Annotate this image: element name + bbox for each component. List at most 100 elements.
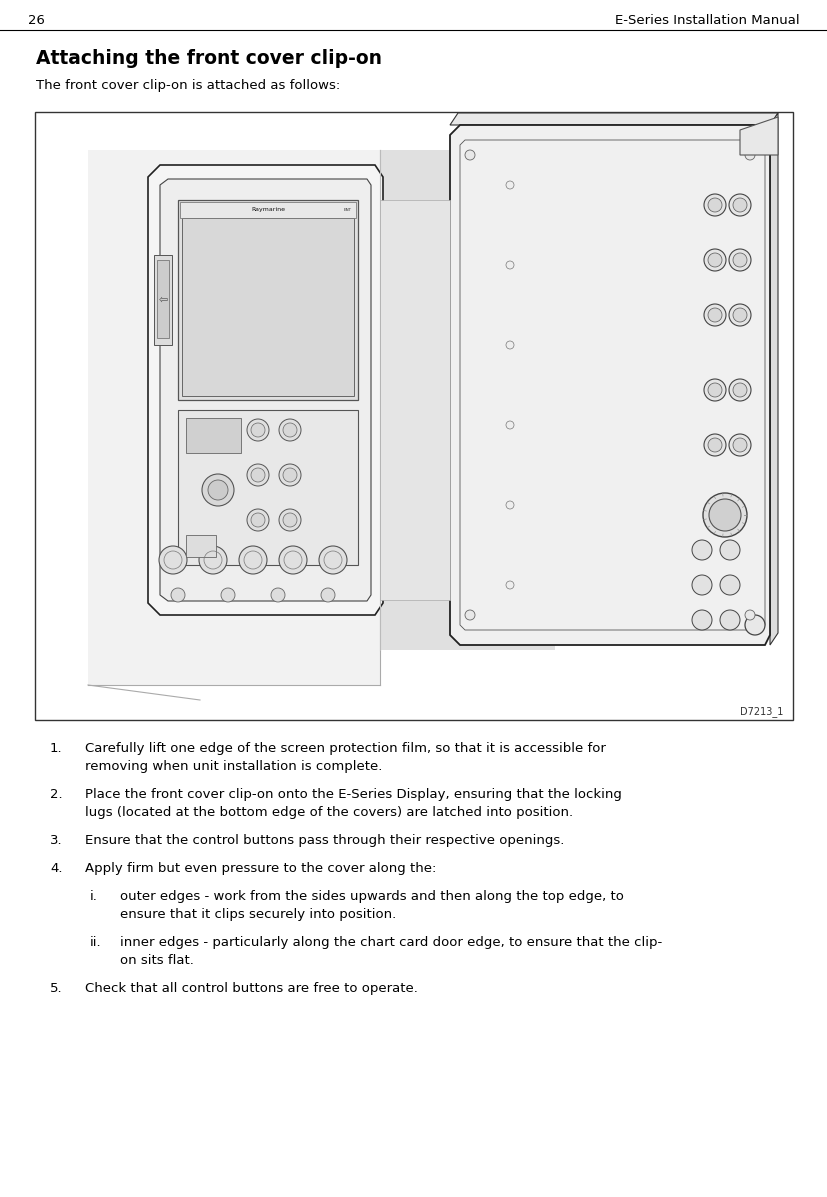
Text: Ensure that the control buttons pass through their respective openings.: Ensure that the control buttons pass thr…	[85, 834, 564, 847]
Circle shape	[198, 546, 227, 575]
Bar	[186, 418, 241, 452]
Text: removing when unit installation is complete.: removing when unit installation is compl…	[85, 760, 382, 773]
Polygon shape	[380, 200, 449, 600]
Circle shape	[703, 249, 725, 271]
Text: E-Series Installation Manual: E-Series Installation Manual	[614, 13, 799, 26]
Circle shape	[744, 615, 764, 634]
Circle shape	[719, 540, 739, 560]
Polygon shape	[380, 150, 554, 650]
Circle shape	[202, 474, 234, 506]
Bar	[186, 535, 216, 557]
Circle shape	[708, 499, 740, 531]
Circle shape	[171, 588, 184, 602]
Circle shape	[707, 253, 721, 267]
Text: D7213_1: D7213_1	[739, 706, 782, 717]
Circle shape	[719, 575, 739, 595]
Text: outer edges - work from the sides upwards and then along the top edge, to: outer edges - work from the sides upward…	[120, 891, 623, 903]
Circle shape	[744, 150, 754, 160]
Polygon shape	[739, 117, 777, 154]
Circle shape	[251, 423, 265, 437]
Circle shape	[283, 468, 297, 482]
Circle shape	[283, 514, 297, 527]
Polygon shape	[769, 113, 777, 645]
Circle shape	[728, 194, 750, 215]
Polygon shape	[88, 150, 380, 685]
Text: ensure that it clips securely into position.: ensure that it clips securely into posit…	[120, 909, 396, 920]
Circle shape	[707, 198, 721, 212]
Circle shape	[732, 383, 746, 397]
Text: 2.: 2.	[50, 788, 63, 801]
Circle shape	[728, 249, 750, 271]
Text: on sits flat.: on sits flat.	[120, 954, 194, 967]
Bar	[178, 411, 357, 565]
Circle shape	[270, 588, 284, 602]
Circle shape	[744, 133, 764, 153]
Circle shape	[691, 575, 711, 595]
Circle shape	[505, 181, 514, 189]
Circle shape	[728, 435, 750, 456]
Circle shape	[321, 588, 335, 602]
Text: 5.: 5.	[50, 982, 63, 995]
Circle shape	[505, 502, 514, 509]
Circle shape	[465, 610, 475, 620]
Circle shape	[221, 588, 235, 602]
Circle shape	[703, 379, 725, 401]
Circle shape	[279, 464, 301, 486]
Bar	[154, 255, 172, 345]
Text: The front cover clip-on is attached as follows:: The front cover clip-on is attached as f…	[36, 79, 340, 91]
Circle shape	[251, 514, 265, 527]
Circle shape	[239, 546, 266, 575]
Bar	[179, 202, 356, 218]
Text: 1.: 1.	[50, 742, 63, 755]
Polygon shape	[449, 113, 777, 124]
Circle shape	[732, 438, 746, 452]
Circle shape	[707, 308, 721, 322]
Text: 26: 26	[28, 13, 45, 26]
Circle shape	[465, 150, 475, 160]
Text: ENT: ENT	[343, 208, 351, 212]
Text: Attaching the front cover clip-on: Attaching the front cover clip-on	[36, 49, 381, 67]
Circle shape	[318, 546, 347, 575]
Circle shape	[707, 383, 721, 397]
Text: Place the front cover clip-on onto the E-Series Display, ensuring that the locki: Place the front cover clip-on onto the E…	[85, 788, 621, 801]
Circle shape	[732, 253, 746, 267]
Bar	[182, 218, 354, 396]
Circle shape	[728, 379, 750, 401]
Circle shape	[703, 435, 725, 456]
Circle shape	[159, 546, 187, 575]
Circle shape	[748, 136, 760, 148]
Polygon shape	[160, 180, 370, 601]
Text: 4.: 4.	[50, 862, 62, 875]
Circle shape	[505, 261, 514, 269]
Text: lugs (located at the bottom edge of the covers) are latched into position.: lugs (located at the bottom edge of the …	[85, 806, 572, 819]
Text: Apply firm but even pressure to the cover along the:: Apply firm but even pressure to the cove…	[85, 862, 436, 875]
Bar	[178, 200, 357, 400]
Text: Raymarine: Raymarine	[251, 207, 284, 213]
Circle shape	[702, 493, 746, 537]
Circle shape	[505, 421, 514, 429]
Text: 3.: 3.	[50, 834, 63, 847]
Circle shape	[251, 468, 265, 482]
Text: i.: i.	[90, 891, 98, 903]
Circle shape	[208, 480, 227, 500]
Circle shape	[719, 610, 739, 630]
Circle shape	[246, 509, 269, 531]
Circle shape	[246, 419, 269, 440]
Text: Carefully lift one edge of the screen protection film, so that it is accessible : Carefully lift one edge of the screen pr…	[85, 742, 605, 755]
Text: Check that all control buttons are free to operate.: Check that all control buttons are free …	[85, 982, 418, 995]
Circle shape	[732, 308, 746, 322]
Circle shape	[279, 419, 301, 440]
Circle shape	[246, 464, 269, 486]
Bar	[35, 113, 792, 721]
Text: ⇦: ⇦	[158, 294, 168, 305]
Circle shape	[691, 610, 711, 630]
Circle shape	[728, 304, 750, 326]
Polygon shape	[449, 124, 769, 645]
Circle shape	[505, 581, 514, 589]
Polygon shape	[148, 165, 383, 615]
Text: ii.: ii.	[90, 936, 102, 949]
Bar	[157, 260, 169, 338]
Circle shape	[505, 341, 514, 350]
Circle shape	[744, 610, 754, 620]
Text: inner edges - particularly along the chart card door edge, to ensure that the cl: inner edges - particularly along the cha…	[120, 936, 662, 949]
